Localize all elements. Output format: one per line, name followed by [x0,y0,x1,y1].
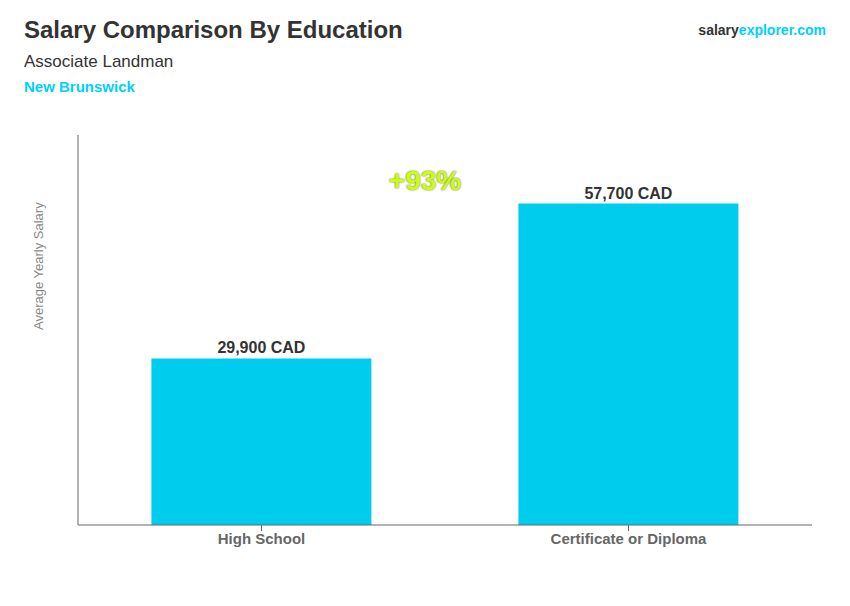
svg-text:Certificate or Diploma: Certificate or Diploma [551,530,708,547]
svg-text:29,900 CAD: 29,900 CAD [217,339,305,356]
svg-text:57,700 CAD: 57,700 CAD [584,185,672,202]
html-text:New Brunswick: New Brunswick [24,78,135,95]
html-text:Associate Landman: Associate Landman [24,52,174,71]
svg-text:Average Yearly Salary: Average Yearly Salary [31,202,46,330]
html-text:Salary Comparison By Education: Salary Comparison By Education [24,16,403,43]
svg-text:High School: High School [218,530,306,547]
html-text:salary explorer.com: salary explorer.com [698,22,826,38]
html-text:+93%: +93% [388,165,462,196]
